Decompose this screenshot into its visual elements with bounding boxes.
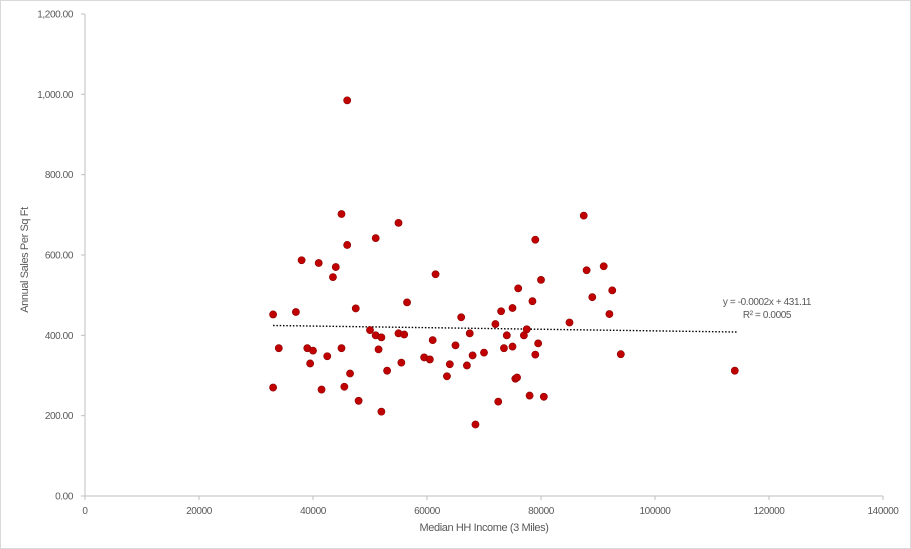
data-point [528, 297, 537, 306]
data-point [346, 369, 354, 378]
y-tick-label: 600.00 [45, 251, 74, 262]
data-point [297, 256, 306, 265]
data-point [445, 360, 454, 369]
data-point [508, 342, 517, 351]
data-point [525, 391, 534, 400]
data-point [462, 361, 471, 370]
data-point [371, 234, 380, 243]
data-point [497, 307, 505, 316]
data-point [291, 308, 300, 316]
y-tick-label: 1,000.00 [37, 90, 74, 101]
data-point [431, 270, 440, 279]
data-point [588, 293, 597, 302]
data-point [343, 96, 352, 105]
data-point [531, 350, 540, 359]
x-tick-label: 120000 [754, 506, 786, 517]
data-point [565, 318, 574, 327]
data-point [608, 286, 617, 295]
x-tick-label: 60000 [414, 506, 441, 517]
y-axis-title: Annual Sales Per Sq Ft [19, 207, 31, 313]
data-point [377, 333, 386, 342]
y-tick-label: 0.00 [55, 492, 74, 503]
data-point [403, 298, 411, 307]
data-point [377, 407, 386, 416]
trendline [273, 324, 738, 333]
data-point [730, 366, 739, 375]
data-point [366, 326, 374, 335]
x-tick-label: 80000 [528, 506, 555, 517]
data-point [537, 276, 545, 284]
data-point [269, 310, 277, 319]
data-point [317, 385, 326, 394]
data-point [616, 350, 625, 359]
x-tick-label: 20000 [186, 506, 213, 517]
data-point [394, 218, 403, 227]
data-point [351, 304, 360, 313]
data-point [340, 382, 349, 391]
tick-labels: 0 20000 40000 60000 80000 100000 120000 140000 0… [37, 10, 899, 518]
data-point [354, 396, 363, 405]
data-point [306, 359, 315, 368]
x-tick-label: 0 [82, 506, 88, 517]
data-point [480, 348, 488, 357]
x-tick-label: 40000 [300, 506, 327, 517]
x-axis-title: Median HH Income (3 Miles) [420, 522, 549, 534]
data-point [514, 284, 523, 293]
data-point [522, 325, 531, 334]
data-point [323, 352, 332, 361]
data-point [502, 331, 511, 340]
data-point [494, 397, 503, 406]
data-point [491, 320, 500, 328]
y-tick-label: 200.00 [45, 411, 74, 422]
data-point [457, 313, 466, 322]
data-point [400, 330, 409, 339]
data-point [337, 210, 346, 218]
y-tick-label: 800.00 [45, 170, 74, 181]
data-point [374, 345, 383, 354]
data-point [539, 392, 548, 401]
data-point [269, 383, 277, 392]
data-point [343, 241, 352, 249]
data-point [513, 373, 521, 382]
x-tick-label: 140000 [868, 506, 900, 517]
data-point [534, 339, 543, 348]
data-point [582, 266, 591, 275]
x-tick-label: 100000 [640, 506, 672, 517]
data-point [397, 358, 406, 367]
trendline-group [273, 324, 738, 333]
data-point [465, 329, 474, 338]
data-point [443, 372, 451, 381]
trendline-equation: y = -0.0002x + 431.11 [723, 297, 812, 308]
data-point [337, 344, 346, 353]
data-point [331, 263, 340, 271]
y-tick-label: 400.00 [45, 331, 74, 342]
data-point [579, 211, 588, 220]
data-point [428, 336, 437, 345]
data-point [329, 273, 337, 281]
data-point [468, 351, 477, 360]
data-point [605, 310, 614, 318]
y-tick-label: 1,200.00 [37, 10, 74, 21]
data-points [269, 96, 739, 429]
data-point [451, 341, 460, 350]
data-point [425, 355, 434, 364]
data-point [599, 262, 608, 271]
data-point [531, 235, 540, 244]
data-point [508, 304, 517, 312]
trendline-r-squared: R² = 0.0005 [743, 310, 792, 321]
data-point [500, 344, 508, 353]
data-point [314, 259, 323, 267]
data-point [274, 344, 283, 353]
axes [84, 14, 883, 497]
data-point [383, 366, 391, 375]
data-point [309, 346, 317, 355]
data-point [471, 420, 480, 429]
